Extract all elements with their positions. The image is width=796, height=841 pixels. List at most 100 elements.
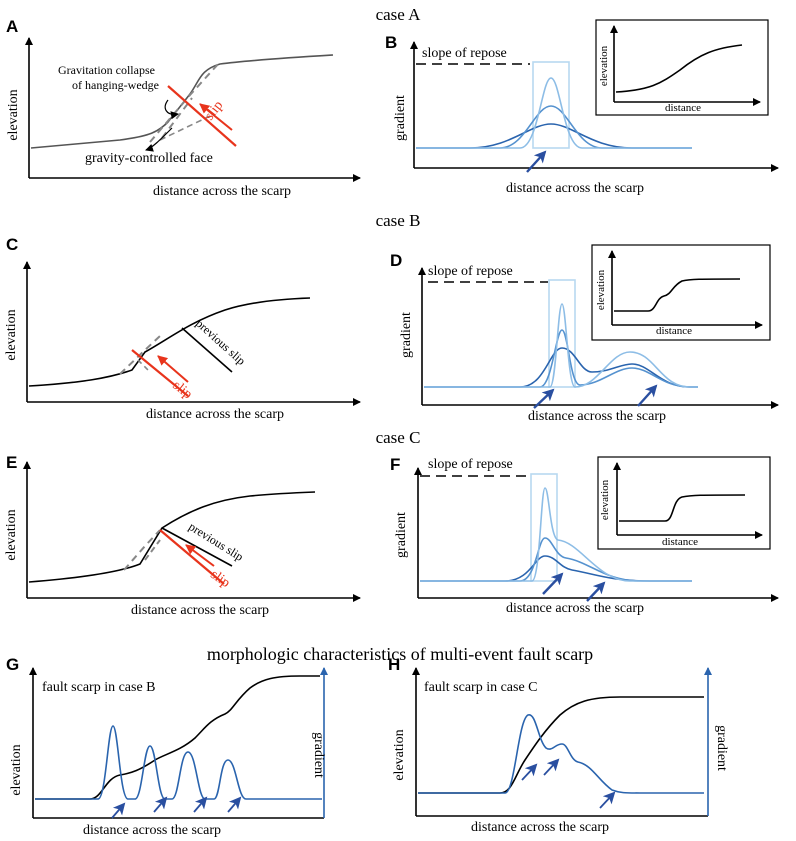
panel-d-ylabel: gradient: [399, 312, 414, 358]
panel-d-inset-ylabel: elevation: [595, 269, 607, 310]
panel-g-ylabel-right: gradient: [311, 732, 326, 778]
panel-e-xlabel: distance across the scarp: [131, 603, 269, 618]
panel-c-slip-label: slip: [170, 378, 195, 402]
panel-c-ylabel: elevation: [4, 309, 19, 360]
panel-c-fault-line: [131, 349, 189, 397]
panel-b-ylabel: gradient: [393, 95, 408, 141]
panel-b-gradient-curve-broad: [416, 123, 692, 149]
panel-a-ylabel: elevation: [6, 89, 21, 140]
panel-d-repose-box: [548, 279, 576, 388]
panel-a-dashed-wedge: [159, 115, 211, 141]
panel-a-dashed-scarp: [149, 61, 221, 143]
panel-f-inset-curve: [619, 494, 746, 522]
panel-h-arrow-2: [543, 758, 560, 776]
panel-b-inset-xlabel: distance: [665, 102, 701, 114]
panel-a: A elevation distance across the scarp sl…: [6, 17, 361, 199]
panel-h: H fault scarp in case C elevation gradie…: [388, 655, 729, 835]
panel-f-inset-frame: [597, 456, 771, 550]
panel-d-inset-frame: [591, 244, 771, 341]
panel-g-elevation-curve: [35, 675, 320, 800]
panel-g: G fault scarp in case B elevation gradie…: [6, 655, 328, 838]
panel-g-arrow-2: [153, 796, 168, 813]
panel-f-repose-box: [530, 473, 558, 582]
panel-c-letter: C: [6, 235, 18, 254]
panel-d-inset-curve: [614, 278, 741, 312]
panel-c: C elevation distance across the scarp pr…: [4, 235, 361, 422]
panel-a-fault-line: [167, 85, 237, 147]
panel-e-letter: E: [6, 453, 17, 472]
panel-a-letter: A: [6, 17, 18, 36]
panel-g-letter: G: [6, 655, 19, 674]
panel-f-inset-ylabel: elevation: [599, 479, 611, 520]
panel-e-ylabel: elevation: [4, 509, 19, 560]
panel-h-elevation-curve: [418, 696, 704, 794]
panel-f-xlabel: distance across the scarp: [506, 601, 644, 616]
panel-e-elevation-profile: [28, 491, 316, 583]
panel-g-arrow-3: [193, 796, 208, 813]
panel-h-gradient-curve: [418, 714, 704, 794]
panel-g-title: fault scarp in case B: [42, 680, 156, 695]
panel-g-gradient-curve: [35, 725, 322, 800]
panel-h-letter: H: [388, 655, 400, 674]
panel-f-gradient-curve-sharp: [420, 487, 692, 582]
panel-e-previous-fault: [161, 527, 233, 567]
panel-c-slip-arrow: [157, 355, 189, 383]
panel-b-gradient-curve-mid: [416, 105, 692, 149]
panel-c-dashed-tick: [137, 359, 151, 373]
panel-f-letter: F: [390, 455, 400, 474]
panel-g-arrow-4: [227, 796, 242, 813]
panel-b-repose-label: slope of repose: [422, 46, 507, 61]
panel-g-arrow-1: [111, 802, 126, 819]
bottom-heading: morphologic characteristics of multi-eve…: [207, 644, 593, 664]
panel-a-face-arrow: [145, 127, 173, 152]
panel-d-xlabel: distance across the scarp: [528, 409, 666, 424]
panel-d-inset: elevation distance: [591, 244, 771, 341]
panel-h-ylabel-left: elevation: [392, 729, 407, 780]
case-c-heading: case C: [376, 428, 421, 447]
panel-a-annotation-2: of hanging-wedge: [72, 78, 159, 92]
panel-b-xlabel: distance across the scarp: [506, 181, 644, 196]
panel-d-gradient-curve-broad: [424, 347, 698, 388]
panel-b: B gradient distance across the scarp slo…: [385, 19, 779, 196]
panel-d-gradient-curve-mid: [424, 329, 698, 388]
panel-f-arrow-2: [586, 581, 606, 602]
panel-e-slip-arrow: [185, 544, 215, 567]
panel-a-face-label: gravity-controlled face: [85, 151, 213, 166]
panel-g-ylabel-left: elevation: [9, 744, 24, 795]
panel-f-inset-xlabel: distance: [662, 536, 698, 548]
panel-e-dashed-scarp: [123, 529, 161, 571]
panel-e-slip-label: slip: [207, 567, 232, 591]
panel-e-fault-line: [159, 529, 225, 585]
panel-b-letter: B: [385, 33, 397, 52]
case-a-heading: case A: [376, 5, 422, 24]
panel-c-previous-fault: [181, 327, 233, 373]
panel-d-arrow-1: [533, 388, 555, 409]
panel-h-title: fault scarp in case C: [424, 680, 538, 695]
panel-f-ylabel: gradient: [394, 512, 409, 558]
case-b-heading: case B: [376, 211, 421, 230]
panel-h-xlabel: distance across the scarp: [471, 820, 609, 835]
panel-e-dashed-face: [144, 539, 161, 561]
panel-f-repose-label: slope of repose: [428, 457, 513, 472]
panel-b-gradient-curve-sharp: [416, 77, 692, 149]
panel-b-inset-curve: [615, 44, 743, 93]
panel-d-inset-xlabel: distance: [656, 325, 692, 337]
panel-h-arrow-3: [599, 791, 616, 809]
panel-f: F gradient distance across the scarp slo…: [390, 455, 779, 616]
panel-h-ylabel-right: gradient: [714, 725, 729, 771]
panel-a-xlabel: distance across the scarp: [153, 184, 291, 199]
panel-d-letter: D: [390, 251, 402, 270]
panel-a-annotation-1: Gravitation collapse: [58, 63, 155, 77]
panel-d-repose-label: slope of repose: [428, 264, 513, 279]
panel-e: E elevation distance across the scarp pr…: [4, 453, 361, 618]
panel-b-arrow: [526, 150, 547, 173]
panel-d-gradient-curve-sharp: [424, 303, 698, 388]
panel-f-gradient-curve-broad: [420, 555, 692, 582]
panel-a-elevation-profile: [30, 54, 334, 149]
panel-a-collapse-arrow: [164, 99, 179, 120]
panel-d-arrow-2: [637, 384, 658, 407]
panel-f-arrow-1: [542, 572, 564, 595]
panel-b-inset-ylabel: elevation: [598, 45, 610, 86]
panel-d: D gradient distance across the scarp slo…: [390, 244, 779, 424]
panel-a-slip-arrow: [199, 103, 233, 131]
